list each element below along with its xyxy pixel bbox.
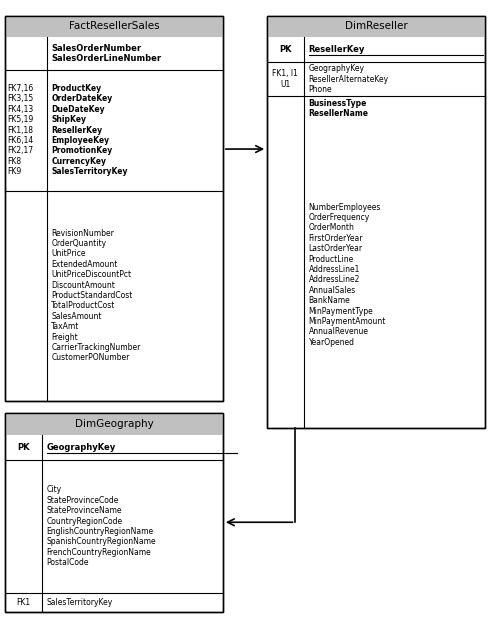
Text: ResellerKey: ResellerKey bbox=[309, 45, 365, 54]
Text: SalesOrderNumber
SalesOrderLineNumber: SalesOrderNumber SalesOrderLineNumber bbox=[51, 43, 162, 63]
Text: RevisionNumber
OrderQuantity
UnitPrice
ExtendedAmount
UnitPriceDiscountPct
Disco: RevisionNumber OrderQuantity UnitPrice E… bbox=[51, 229, 141, 363]
FancyBboxPatch shape bbox=[267, 16, 485, 37]
FancyBboxPatch shape bbox=[5, 16, 223, 401]
Text: GeographyKey: GeographyKey bbox=[47, 443, 116, 451]
Text: DimGeography: DimGeography bbox=[74, 419, 153, 429]
Text: ProductKey
OrderDateKey
DueDateKey
ShipKey
ResellerKey
EmployeeKey
PromotionKey
: ProductKey OrderDateKey DueDateKey ShipK… bbox=[51, 84, 128, 176]
Text: SalesTerritoryKey: SalesTerritoryKey bbox=[47, 598, 113, 607]
Text: FK1: FK1 bbox=[16, 598, 30, 607]
Text: FK1, I1
U1: FK1, I1 U1 bbox=[272, 70, 298, 89]
FancyBboxPatch shape bbox=[5, 413, 223, 612]
Text: FactResellerSales: FactResellerSales bbox=[69, 21, 159, 32]
Text: NumberEmployees
OrderFrequency
OrderMonth
FirstOrderYear
LastOrderYear
ProductLi: NumberEmployees OrderFrequency OrderMont… bbox=[309, 202, 386, 347]
FancyBboxPatch shape bbox=[267, 16, 485, 428]
Text: BusinessType
ResellerName: BusinessType ResellerName bbox=[309, 99, 368, 119]
Text: PK: PK bbox=[279, 45, 292, 54]
Text: GeographyKey
ResellerAlternateKey
Phone: GeographyKey ResellerAlternateKey Phone bbox=[309, 65, 389, 94]
Text: City
StateProvinceCode
StateProvinceName
CountryRegionCode
EnglishCountryRegionN: City StateProvinceCode StateProvinceName… bbox=[47, 486, 156, 567]
FancyBboxPatch shape bbox=[5, 413, 223, 435]
Text: FK7,16
FK3,15
FK4,13
FK5,19
FK1,18
FK6,14
FK2,17
FK8
FK9: FK7,16 FK3,15 FK4,13 FK5,19 FK1,18 FK6,1… bbox=[7, 84, 34, 176]
FancyBboxPatch shape bbox=[5, 16, 223, 37]
Text: PK: PK bbox=[17, 443, 29, 451]
Text: DimReseller: DimReseller bbox=[344, 21, 408, 32]
